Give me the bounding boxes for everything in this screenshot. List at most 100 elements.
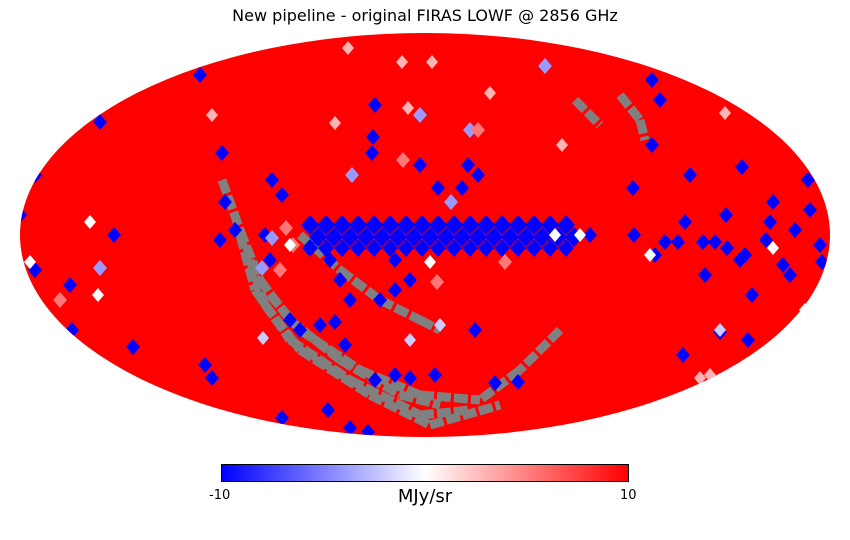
map-pixel bbox=[329, 116, 341, 130]
map-pixel bbox=[215, 145, 229, 161]
map-pixel bbox=[477, 215, 495, 235]
map-pixel bbox=[328, 314, 342, 330]
map-pixel bbox=[478, 239, 494, 257]
map-pixel bbox=[275, 187, 289, 203]
map-pixel bbox=[644, 248, 656, 262]
map-pixel bbox=[678, 214, 692, 230]
map-pixel bbox=[265, 172, 279, 188]
map-pixel bbox=[455, 180, 469, 196]
map-pixel bbox=[84, 215, 96, 229]
map-pixel bbox=[430, 274, 444, 290]
map-pixel bbox=[373, 292, 387, 308]
map-pixel bbox=[719, 207, 733, 223]
map-pixel bbox=[334, 239, 350, 257]
map-pixel bbox=[323, 252, 337, 268]
map-pixel bbox=[382, 239, 398, 257]
map-pixel bbox=[301, 215, 319, 235]
map-pixel bbox=[396, 152, 410, 168]
map-pixel bbox=[719, 106, 731, 120]
map-pixel bbox=[645, 137, 659, 153]
map-pixel bbox=[557, 215, 575, 235]
map-pixel bbox=[494, 239, 510, 257]
map-pixel bbox=[444, 194, 458, 210]
map-pixel bbox=[255, 260, 269, 276]
map-pixel bbox=[388, 252, 402, 268]
map-pixel bbox=[325, 227, 343, 247]
map-pixel bbox=[388, 282, 402, 298]
map-pixel bbox=[413, 157, 427, 173]
masked-strip bbox=[398, 390, 442, 410]
map-pixel bbox=[428, 367, 442, 383]
map-pixel bbox=[341, 227, 359, 247]
map-pixel bbox=[626, 180, 640, 196]
map-pixel bbox=[426, 55, 438, 69]
map-pixel bbox=[461, 215, 479, 235]
map-pixel bbox=[813, 237, 827, 253]
map-pixel bbox=[317, 215, 335, 235]
colorbar-unit-label: MJy/sr bbox=[397, 486, 453, 507]
map-pixel bbox=[517, 227, 535, 247]
map-pixel bbox=[63, 277, 77, 293]
map-pixel bbox=[645, 72, 659, 88]
masked-strip bbox=[297, 326, 363, 374]
map-pixel bbox=[469, 227, 487, 247]
map-pixel bbox=[388, 367, 402, 383]
map-pixel bbox=[193, 67, 207, 83]
masked-strip bbox=[419, 390, 481, 405]
map-pixel bbox=[263, 252, 277, 268]
map-pixel bbox=[549, 228, 561, 242]
map-pixel bbox=[694, 371, 706, 385]
map-pixel bbox=[257, 331, 269, 345]
masked-strip bbox=[616, 92, 644, 123]
map-pixel bbox=[471, 167, 485, 183]
map-pixel bbox=[510, 239, 526, 257]
map-pixel bbox=[509, 215, 527, 235]
colorbar-gradient bbox=[222, 465, 628, 481]
map-pixel bbox=[741, 332, 755, 348]
map-pixel bbox=[24, 255, 36, 269]
map-pixel bbox=[20, 207, 27, 223]
map-pixel bbox=[396, 55, 408, 69]
map-pixel bbox=[484, 86, 496, 100]
masked-strip bbox=[635, 118, 650, 142]
map-pixel bbox=[403, 370, 417, 386]
map-pixel bbox=[321, 402, 335, 418]
masked-strip bbox=[261, 302, 304, 353]
map-pixel bbox=[526, 239, 542, 257]
map-pixel bbox=[366, 239, 382, 257]
map-pixel bbox=[345, 167, 359, 183]
map-pixel bbox=[273, 262, 287, 278]
map-pixel bbox=[763, 214, 777, 230]
map-pixel bbox=[279, 220, 293, 236]
colorbar-max-label: 10 bbox=[620, 488, 637, 503]
masked-strip bbox=[377, 295, 423, 325]
masked-strip bbox=[245, 258, 270, 307]
map-pixel bbox=[342, 41, 354, 55]
masked-strip bbox=[266, 292, 304, 333]
map-pixel bbox=[698, 267, 712, 283]
map-pixel bbox=[228, 222, 242, 238]
masked-strip bbox=[571, 96, 604, 129]
map-pixel bbox=[206, 108, 218, 122]
map-pixel bbox=[293, 322, 307, 338]
map-pixel bbox=[488, 375, 502, 391]
map-pixel bbox=[556, 138, 568, 152]
map-pixel bbox=[468, 322, 482, 338]
map-pixel bbox=[766, 194, 780, 210]
map-pixel bbox=[801, 172, 815, 188]
map-pixel bbox=[501, 227, 519, 247]
map-pixel bbox=[485, 227, 503, 247]
map-pixel bbox=[434, 318, 446, 332]
map-pixel bbox=[788, 222, 802, 238]
map-pixel bbox=[414, 239, 430, 257]
map-pixel bbox=[720, 240, 734, 256]
map-pixel bbox=[365, 145, 379, 161]
masked-strip bbox=[419, 405, 471, 420]
map-pixel bbox=[398, 239, 414, 257]
map-pixel bbox=[627, 227, 641, 243]
map-pixel bbox=[446, 239, 462, 257]
map-pixel bbox=[803, 202, 817, 218]
map-pixel bbox=[313, 317, 327, 333]
map-pixel bbox=[708, 234, 722, 250]
map-pixel bbox=[413, 107, 427, 123]
